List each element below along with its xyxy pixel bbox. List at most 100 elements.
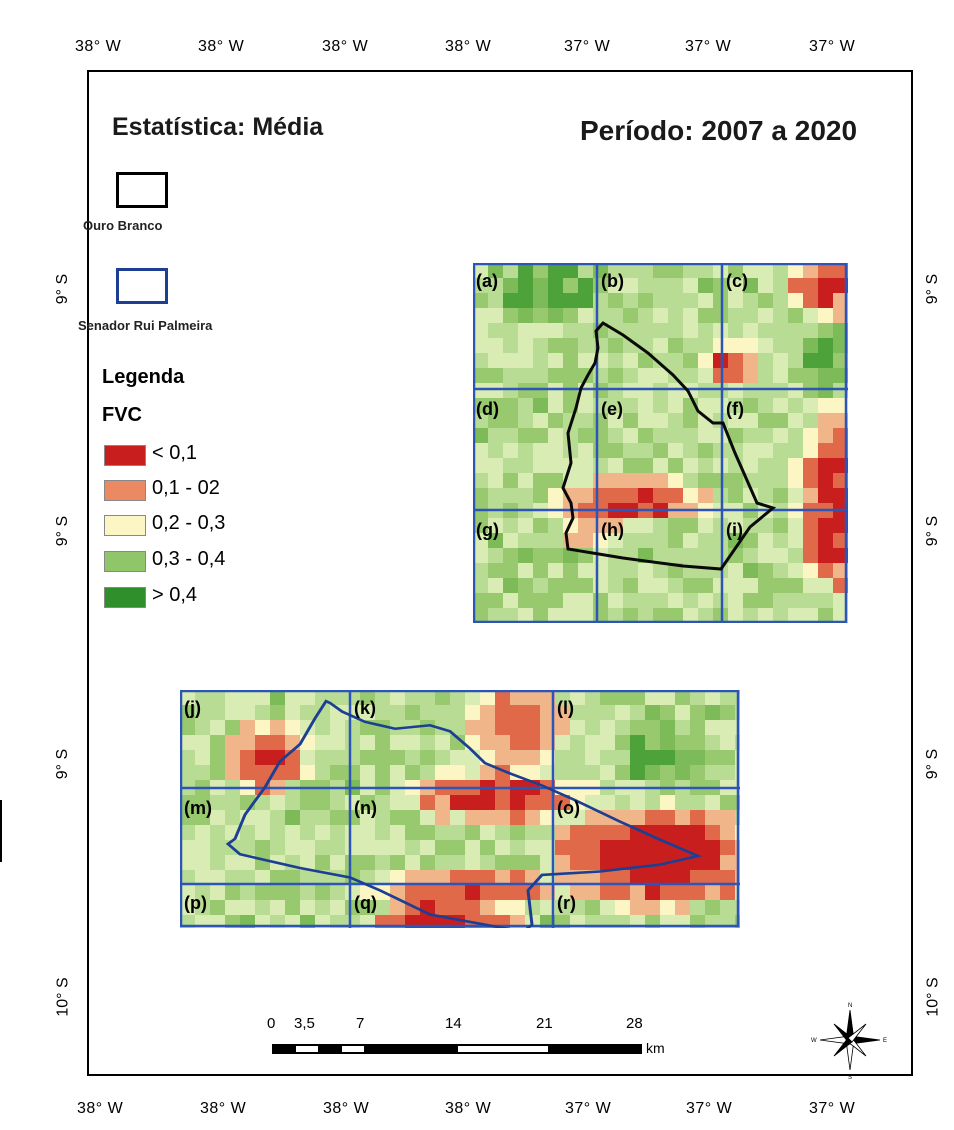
raster-cell (818, 323, 834, 339)
raster-cell (773, 443, 789, 459)
raster-cell (473, 473, 489, 489)
raster-cell (563, 563, 579, 579)
raster-cell (330, 885, 346, 901)
raster-cell (675, 765, 691, 781)
raster-cell (638, 428, 654, 444)
raster-cell (698, 353, 714, 369)
raster-cell (668, 608, 684, 623)
raster-cell (833, 323, 848, 339)
raster-cell (615, 765, 631, 781)
raster-cell (270, 840, 286, 856)
raster-cell (450, 855, 466, 871)
raster-cell (803, 563, 819, 579)
lower-grid-lines (180, 690, 740, 928)
raster-cell (473, 533, 489, 549)
raster-cell (503, 473, 519, 489)
raster-cell (405, 795, 421, 811)
raster-cell (240, 750, 256, 766)
raster-cell (728, 593, 744, 609)
raster-cell (518, 488, 534, 504)
raster-cell (585, 720, 601, 736)
raster-cell (285, 795, 301, 811)
raster-cell (690, 705, 706, 721)
raster-cell (615, 870, 631, 886)
raster-cell (255, 750, 271, 766)
raster-cell (630, 705, 646, 721)
raster-cell (488, 458, 504, 474)
raster-cell (638, 473, 654, 489)
raster-cell (638, 578, 654, 594)
raster-cell (623, 398, 639, 414)
panel-label: (n) (354, 798, 377, 818)
raster-cell (510, 885, 526, 901)
raster-cell (473, 383, 489, 399)
panel-label: (p) (184, 893, 207, 913)
raster-cell (578, 413, 594, 429)
raster-cell (315, 750, 331, 766)
raster-cell (210, 855, 226, 871)
raster-cell (180, 885, 196, 901)
raster-cell (630, 720, 646, 736)
raster-cell (390, 705, 406, 721)
raster-cell (705, 765, 721, 781)
raster-cell (195, 870, 211, 886)
raster-cell (593, 563, 609, 579)
raster-cell (773, 533, 789, 549)
raster-cell (668, 413, 684, 429)
raster-cell (833, 548, 848, 564)
raster-cell (270, 825, 286, 841)
raster-cell (510, 900, 526, 916)
raster-cell (518, 308, 534, 324)
raster-cell (240, 870, 256, 886)
lat-label-right: 9° S (924, 515, 942, 547)
raster-cell (615, 720, 631, 736)
raster-cell (623, 458, 639, 474)
raster-cell (720, 795, 736, 811)
raster-cell (720, 810, 736, 826)
raster-cell (668, 263, 684, 279)
raster-cell (818, 578, 834, 594)
raster-cell (720, 765, 736, 781)
raster-cell (210, 750, 226, 766)
raster-cell (285, 810, 301, 826)
raster-cell (683, 323, 699, 339)
raster-cell (570, 825, 586, 841)
raster-cell (660, 885, 676, 901)
raster-cell (720, 825, 736, 841)
raster-cell (578, 428, 594, 444)
raster-cell (578, 278, 594, 294)
raster-cell (180, 795, 196, 811)
raster-cell (638, 353, 654, 369)
raster-cell (683, 308, 699, 324)
raster-cell (510, 825, 526, 841)
raster-cell (555, 810, 571, 826)
raster-cell (548, 323, 564, 339)
raster-cell (698, 338, 714, 354)
raster-cell (495, 840, 511, 856)
raster-cell (675, 900, 691, 916)
raster-cell (803, 458, 819, 474)
raster-cell (630, 870, 646, 886)
raster-cell (518, 548, 534, 564)
raster-cell (548, 488, 564, 504)
raster-cell (773, 578, 789, 594)
raster-cell (743, 608, 759, 623)
raster-cell (548, 608, 564, 623)
raster-cell (548, 353, 564, 369)
raster-cell (518, 428, 534, 444)
raster-cell (240, 735, 256, 751)
raster-cell (660, 720, 676, 736)
raster-cell (210, 690, 226, 706)
raster-cell (503, 563, 519, 579)
raster-cell (660, 825, 676, 841)
raster-cell (465, 855, 481, 871)
raster-cell (480, 825, 496, 841)
raster-cell (578, 338, 594, 354)
raster-cell (608, 413, 624, 429)
raster-cell (503, 428, 519, 444)
raster-cell (563, 578, 579, 594)
raster-cell (585, 750, 601, 766)
raster-cell (623, 593, 639, 609)
raster-cell (473, 398, 489, 414)
raster-cell (803, 593, 819, 609)
